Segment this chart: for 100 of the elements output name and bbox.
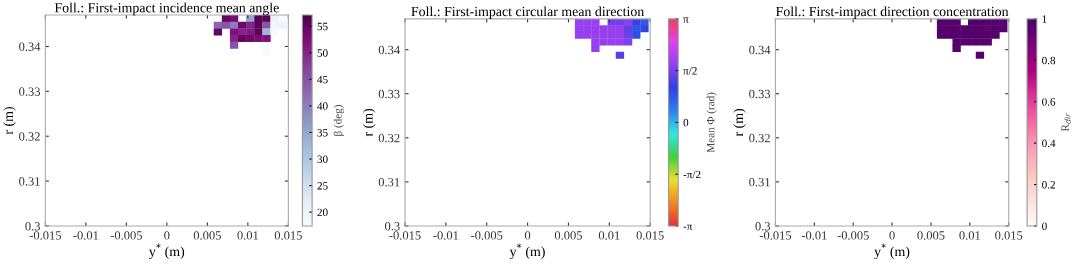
x-tick-label: 0: [164, 231, 170, 240]
point: [591, 18, 600, 26]
x-axis-title: y$^{*}$ (m): [509, 243, 545, 260]
point: [221, 21, 231, 29]
point: [623, 25, 633, 33]
x-tick-label: 0.005: [193, 231, 221, 240]
y-tick-label: 0.3: [25, 221, 41, 231]
point: [229, 35, 239, 43]
point: [591, 25, 600, 33]
color-bar-label: 55: [317, 22, 328, 31]
color-bar-label: 1: [1042, 15, 1047, 23]
color-bar-label: -π/2: [683, 170, 701, 179]
point: [278, 21, 287, 29]
color-bar-title: R$_{dir}$: [1061, 113, 1071, 132]
x-axis-title: y$^{*}$ (m): [874, 243, 910, 260]
point: [599, 31, 608, 39]
x-tick-label: -0.015: [389, 231, 421, 240]
x-tick-label: -0.015: [29, 231, 62, 240]
point: [213, 28, 223, 36]
y-axis-title: r (m): [362, 108, 376, 137]
point: [615, 38, 625, 46]
color-bar-title: β (deg): [333, 105, 344, 136]
point: [975, 38, 985, 46]
point: [591, 38, 600, 46]
point: [254, 28, 263, 36]
color-bar-label: 0.8: [1042, 56, 1056, 65]
x-tick-label: -0.01: [801, 231, 827, 240]
point: [991, 25, 1000, 33]
point: [640, 25, 649, 33]
color-bar-label: 50: [317, 49, 328, 57]
x-tick-label: -0.01: [73, 231, 99, 240]
y-tick-label: 0.33: [749, 89, 771, 99]
chart-title: Foll.: First-impact circular mean direction: [411, 6, 645, 20]
y-axis-title: r (m): [3, 107, 16, 135]
point: [583, 25, 592, 33]
point: [270, 28, 279, 36]
x-tick-label: 0.01: [237, 231, 259, 240]
point: [632, 31, 641, 39]
point: [583, 31, 592, 39]
point: [591, 45, 600, 53]
color-bar-label: 0: [1042, 222, 1047, 230]
point: [999, 25, 1008, 33]
y-tick-label: 0.3: [384, 221, 400, 231]
point: [960, 38, 969, 46]
point: [599, 38, 608, 46]
x-tick-label: 0.005: [554, 231, 583, 240]
point: [238, 28, 247, 36]
x-tick-label: 0: [889, 231, 895, 240]
point: [262, 28, 271, 36]
y-tick-label: 0.33: [378, 89, 400, 99]
point: [936, 25, 946, 33]
point: [229, 41, 239, 49]
point: [640, 18, 649, 26]
point: [623, 38, 633, 46]
y-tick-label: 0.34: [749, 45, 771, 55]
point: [975, 25, 985, 33]
y-tick-label: 0.31: [19, 177, 40, 186]
y-tick-label: 0.34: [378, 45, 400, 55]
point: [952, 38, 961, 46]
x-tick-label: -0.015: [759, 231, 792, 240]
color-bar-label: 0.4: [1042, 139, 1056, 148]
point: [968, 25, 977, 33]
x-axis-title: y$^{*}$ (m): [149, 243, 185, 260]
y-tick-label: 0.32: [749, 133, 770, 143]
point: [615, 25, 625, 33]
x-tick-label: -0.005: [837, 231, 869, 240]
x-tick-label: 0.01: [598, 231, 620, 240]
y-tick-label: 0.34: [19, 42, 41, 51]
point: [960, 25, 969, 33]
y-tick-label: 0.31: [378, 177, 400, 187]
point: [599, 25, 608, 33]
color-bar-title: Mean Φ (rad): [706, 92, 717, 153]
chart-title: Foll.: First-impact incidence mean angle: [54, 2, 279, 16]
point: [607, 38, 616, 46]
y-tick-label: 0.32: [19, 132, 40, 141]
color-bar-label: π: [683, 17, 689, 23]
color-bar-label: 0.2: [1042, 181, 1055, 189]
color-bar-label: 25: [317, 182, 328, 190]
point: [952, 18, 961, 26]
x-tick-label: 0: [524, 231, 531, 240]
point: [968, 38, 977, 46]
x-tick-label: 0.015: [995, 231, 1023, 240]
x-tick-label: -0.01: [433, 231, 459, 240]
point: [983, 38, 992, 46]
point: [615, 51, 625, 59]
point: [936, 31, 946, 39]
color-bar-label: 40: [317, 102, 328, 110]
point: [574, 25, 584, 33]
point: [975, 51, 985, 59]
point: [991, 31, 1000, 39]
point: [952, 45, 961, 53]
color-bar-label: 45: [317, 75, 328, 84]
point: [254, 35, 263, 43]
x-tick-label: -0.005: [110, 231, 143, 240]
point: [632, 25, 641, 33]
point: [262, 35, 271, 43]
chart-title: Foll.: First-impact direction concentration: [775, 6, 1009, 20]
point: [952, 25, 961, 33]
point: [246, 28, 255, 36]
x-tick-label: 0.01: [959, 231, 981, 240]
